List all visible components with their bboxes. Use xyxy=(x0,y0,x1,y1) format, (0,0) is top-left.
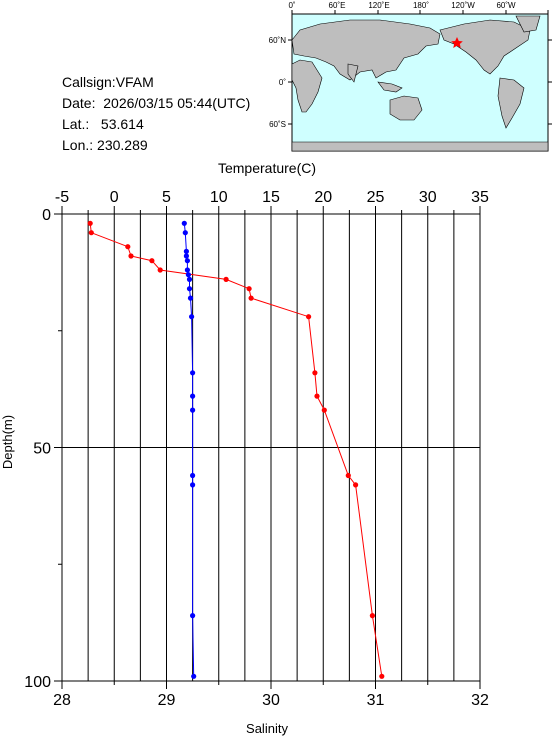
landmass-india xyxy=(347,63,359,83)
temperature-point xyxy=(314,393,320,399)
temperature-point xyxy=(149,258,155,264)
station-info: Callsign:VFAM Date: 2026/03/15 05:44(UTC… xyxy=(62,72,250,156)
temperature-point xyxy=(125,244,131,250)
temperature-point xyxy=(87,220,93,226)
landmass-indonesia xyxy=(377,81,403,93)
bottom-tick-label: 30 xyxy=(262,692,280,709)
temperature-point xyxy=(312,370,318,376)
y-axis-label: Depth(m) xyxy=(0,415,15,469)
map-lon-tick: 180˚ xyxy=(413,1,429,10)
temperature-point xyxy=(157,267,163,273)
salinity-point xyxy=(190,370,196,376)
temperature-point xyxy=(379,673,385,679)
bottom-axis-label: Salinity xyxy=(246,721,288,736)
observation-date: Date: 2026/03/15 05:44(UTC) xyxy=(62,95,251,111)
temperature-point xyxy=(246,286,252,292)
bottom-tick-label: 29 xyxy=(158,692,176,709)
landmass-north-america xyxy=(439,19,531,75)
map-lon-tick: 60˚W xyxy=(496,1,516,10)
temperature-point xyxy=(223,276,229,282)
top-tick-label: 10 xyxy=(210,189,228,206)
temperature-point xyxy=(306,314,312,320)
temperature-point xyxy=(345,472,351,479)
temperature-point xyxy=(128,253,134,259)
salinity-point xyxy=(190,472,196,479)
temperature-point xyxy=(88,230,94,236)
top-tick-label: 0 xyxy=(110,189,119,206)
chart-series xyxy=(87,220,385,679)
temperature-point xyxy=(321,407,327,413)
longitude-value: 230.289 xyxy=(97,137,148,153)
top-axis-label: Temperature(C) xyxy=(218,160,316,176)
map-lat-tick: 60˚S xyxy=(269,120,286,129)
temperature-point xyxy=(248,295,254,301)
map-lon-tick: 60˚E xyxy=(329,1,346,10)
landmass-south-america xyxy=(497,77,525,129)
salinity-point xyxy=(189,314,195,320)
map-lon-tick: 120˚E xyxy=(368,1,389,10)
salinity-point xyxy=(184,258,190,264)
landmass-antarctica xyxy=(291,141,549,152)
map-land xyxy=(291,15,549,152)
temperature-point xyxy=(353,482,359,488)
top-tick-label: 5 xyxy=(162,189,171,206)
left-tick-label: 100 xyxy=(24,674,51,691)
temperature-point xyxy=(369,613,375,619)
top-tick-label: 30 xyxy=(419,189,437,206)
map-lon-tick: 120˚W xyxy=(451,1,475,10)
salinity-point xyxy=(190,613,196,619)
top-tick-label: 25 xyxy=(367,189,385,206)
landmass-australia xyxy=(389,95,423,121)
station-marker-icon xyxy=(451,37,463,48)
salinity-point xyxy=(186,286,193,292)
salinity-point xyxy=(191,673,197,679)
salinity-point xyxy=(181,220,187,226)
landmass-eurasia xyxy=(291,19,441,81)
top-tick-label: 35 xyxy=(471,189,489,206)
top-tick-label: 20 xyxy=(314,189,332,206)
map-lat-tick: 0˚ xyxy=(279,78,286,87)
salinity-point xyxy=(190,393,196,399)
latitude-value: 53.614 xyxy=(100,116,144,132)
chart-grid xyxy=(62,214,480,681)
latitude-row: Lat.: 53.614 xyxy=(62,114,250,135)
salinity-point xyxy=(190,482,196,488)
top-tick-label: -5 xyxy=(55,189,69,206)
map-lon-tick: 0˚ xyxy=(288,1,295,10)
world-map: 0˚ 60˚E 120˚E 180˚ 120˚W 60˚W 60˚N 0˚ 60… xyxy=(269,1,552,152)
salinity-point xyxy=(183,253,189,259)
top-tick-label: 15 xyxy=(262,189,280,206)
salinity-point xyxy=(186,276,193,282)
bottom-tick-label: 31 xyxy=(367,692,385,709)
longitude-row: Lon.: 230.289 xyxy=(62,135,250,156)
latitude-label: Lat.: xyxy=(62,116,90,132)
salinity-point xyxy=(182,230,188,236)
callsign: Callsign:VFAM xyxy=(62,74,154,90)
salinity-point xyxy=(190,407,196,413)
bottom-tick-label: 32 xyxy=(471,692,489,709)
salinity-point xyxy=(184,267,190,273)
salinity-point xyxy=(185,272,191,278)
landmass-greenland xyxy=(515,15,541,33)
left-tick-label: 50 xyxy=(33,441,51,458)
salinity-point xyxy=(183,248,189,254)
salinity-point xyxy=(187,295,194,301)
map-lat-tick: 60˚N xyxy=(269,36,287,45)
longitude-label: Lon.: xyxy=(62,137,94,153)
bottom-tick-label: 28 xyxy=(53,692,71,709)
left-tick-label: 0 xyxy=(42,207,51,224)
landmass-africa xyxy=(291,59,323,113)
temperature-line xyxy=(89,223,383,677)
